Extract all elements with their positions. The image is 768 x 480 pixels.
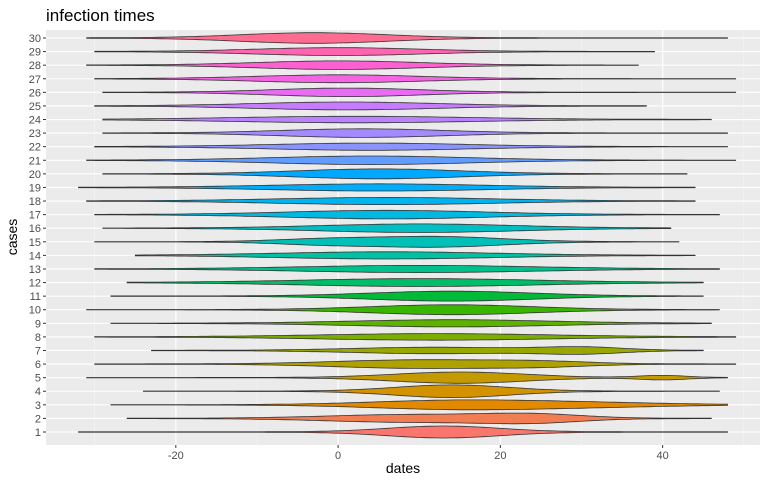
y-tick-label: 4 (35, 386, 41, 398)
violin-27 (94, 74, 737, 84)
violin-29 (94, 47, 655, 56)
violin-16 (102, 223, 672, 233)
violin-10 (86, 304, 720, 316)
violin-19 (78, 183, 696, 192)
chart-title: infection times (46, 6, 155, 25)
y-tick-label: 29 (29, 47, 41, 59)
x-tick-label: 20 (494, 450, 506, 462)
violin-24 (102, 115, 712, 124)
violin-26 (102, 87, 737, 97)
y-tick-label: 8 (35, 332, 41, 344)
y-tick-label: 13 (29, 264, 41, 276)
y-tick-label: 25 (29, 101, 41, 113)
y-tick-label: 18 (29, 196, 41, 208)
violin-30 (86, 32, 728, 44)
violin-12 (126, 278, 704, 287)
y-tick-label: 7 (35, 345, 41, 357)
violin-1 (78, 425, 728, 439)
y-tick-label: 30 (29, 33, 41, 45)
y-tick-label: 12 (29, 278, 41, 290)
violin-2 (126, 412, 712, 425)
y-tick-label: 22 (29, 142, 41, 154)
violins (78, 32, 737, 439)
violin-25 (94, 101, 647, 111)
violin-11 (110, 290, 704, 302)
x-tick-label: 0 (335, 450, 341, 462)
violin-7 (151, 346, 704, 355)
violin-17 (94, 209, 720, 220)
violin-5 (86, 371, 728, 384)
y-tick-label: 3 (35, 400, 41, 412)
y-tick-label: 24 (29, 115, 41, 127)
y-tick-label: 10 (29, 305, 41, 317)
y-tick-label: 17 (29, 210, 41, 222)
violin-21 (86, 155, 737, 165)
violin-28 (86, 60, 639, 70)
x-axis-title: dates (386, 460, 420, 476)
violin-3 (110, 399, 728, 411)
violin-22 (94, 142, 728, 151)
y-tick-label: 27 (29, 74, 41, 86)
y-tick-label: 1 (35, 427, 41, 439)
y-tick-label: 5 (35, 373, 41, 385)
violin-13 (94, 265, 720, 273)
y-tick-label: 2 (35, 413, 41, 425)
violin-18 (86, 197, 696, 205)
y-tick-label: 26 (29, 87, 41, 99)
y-tick-label: 6 (35, 359, 41, 371)
x-tick-label: -20 (168, 450, 184, 462)
y-tick-label: 19 (29, 182, 41, 194)
violin-23 (102, 128, 728, 138)
violin-15 (94, 235, 680, 248)
violin-14 (134, 251, 696, 260)
x-tick-label: 40 (657, 450, 669, 462)
y-tick-label: 20 (29, 169, 41, 181)
violin-20 (102, 168, 688, 180)
y-tick-label: 28 (29, 60, 41, 72)
y-tick-label: 23 (29, 128, 41, 140)
y-tick-label: 11 (30, 291, 41, 303)
y-tick-label: 9 (35, 318, 41, 330)
y-tick-label: 14 (29, 250, 41, 262)
y-tick-label: 16 (29, 223, 41, 235)
y-axis-title: cases (4, 219, 20, 256)
violin-4 (143, 384, 720, 399)
violin-9 (110, 319, 712, 328)
violin-6 (94, 359, 737, 369)
y-axis: 1234567891011121314151617181920212223242… (29, 33, 46, 439)
violin-8 (94, 333, 737, 341)
x-axis: -20 0 20 40 (168, 445, 669, 462)
y-tick-label: 15 (29, 237, 41, 249)
y-tick-label: 21 (29, 155, 41, 167)
